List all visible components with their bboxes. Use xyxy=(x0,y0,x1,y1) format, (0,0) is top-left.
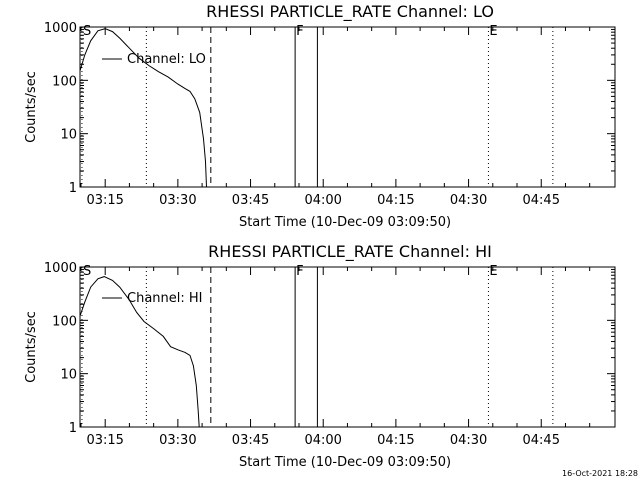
generation-timestamp: 16-Oct-2021 18:28 xyxy=(562,469,638,478)
y-tick-label: 1 xyxy=(69,181,77,196)
series-line-hi xyxy=(79,276,200,428)
event-marker-label: F xyxy=(296,24,303,39)
y-tick-label: 1 xyxy=(69,421,77,436)
x-tick-label: 04:45 xyxy=(523,193,560,208)
x-tick-label: 04:30 xyxy=(450,433,487,448)
legend-label: Channel: LO xyxy=(127,52,206,67)
x-tick-label: 04:45 xyxy=(523,433,560,448)
x-tick-label: 03:15 xyxy=(86,193,123,208)
legend-label: Channel: HI xyxy=(127,291,203,306)
event-marker-label: E xyxy=(489,24,497,39)
x-tick-label: 04:15 xyxy=(377,433,414,448)
x-tick-label: 04:30 xyxy=(450,193,487,208)
x-axis-label: Start Time (10-Dec-09 03:09:50) xyxy=(239,455,451,470)
y-tick-label: 1000 xyxy=(44,261,77,276)
axis-ticks: 03:15 03:30 03:45 04:00 04:15 04:30 04:45 1 10 10… xyxy=(44,261,615,448)
event-marker-label: E xyxy=(489,264,497,279)
y-tick-label: 10 xyxy=(60,128,77,143)
event-marker-label: F xyxy=(296,264,303,279)
y-tick-label: 1000 xyxy=(44,21,77,36)
plot-hi-channel: RHESSI PARTICLE_RATE Channel: HI Start T… xyxy=(24,242,616,470)
plot-frame xyxy=(79,26,616,188)
event-marker-label: S xyxy=(83,24,91,39)
event-marker-label: S xyxy=(83,264,91,279)
x-tick-label: 03:15 xyxy=(86,433,123,448)
x-tick-label: 03:45 xyxy=(232,433,269,448)
plot-title: RHESSI PARTICLE_RATE Channel: LO xyxy=(206,2,494,22)
x-tick-label: 04:00 xyxy=(304,433,341,448)
x-axis-label: Start Time (10-Dec-09 03:09:50) xyxy=(239,215,451,230)
plot-title: RHESSI PARTICLE_RATE Channel: HI xyxy=(208,242,492,262)
y-tick-label: 100 xyxy=(52,314,77,329)
y-tick-label: 100 xyxy=(52,74,77,89)
x-tick-label: 03:30 xyxy=(159,193,196,208)
y-axis-label: Counts/sec xyxy=(24,311,39,383)
plot-lo-channel: RHESSI PARTICLE_RATE Channel: LO Start T… xyxy=(24,2,616,230)
x-tick-label: 03:45 xyxy=(232,193,269,208)
axis-ticks: 03:15 03:30 03:45 04:00 04:15 04:30 04:45 1 10 10… xyxy=(44,21,615,208)
x-tick-label: 03:30 xyxy=(159,433,196,448)
x-tick-label: 04:00 xyxy=(304,193,341,208)
x-tick-label: 04:15 xyxy=(377,193,414,208)
series-line-lo xyxy=(79,28,207,188)
y-tick-label: 10 xyxy=(60,368,77,383)
y-axis-label: Counts/sec xyxy=(24,71,39,143)
